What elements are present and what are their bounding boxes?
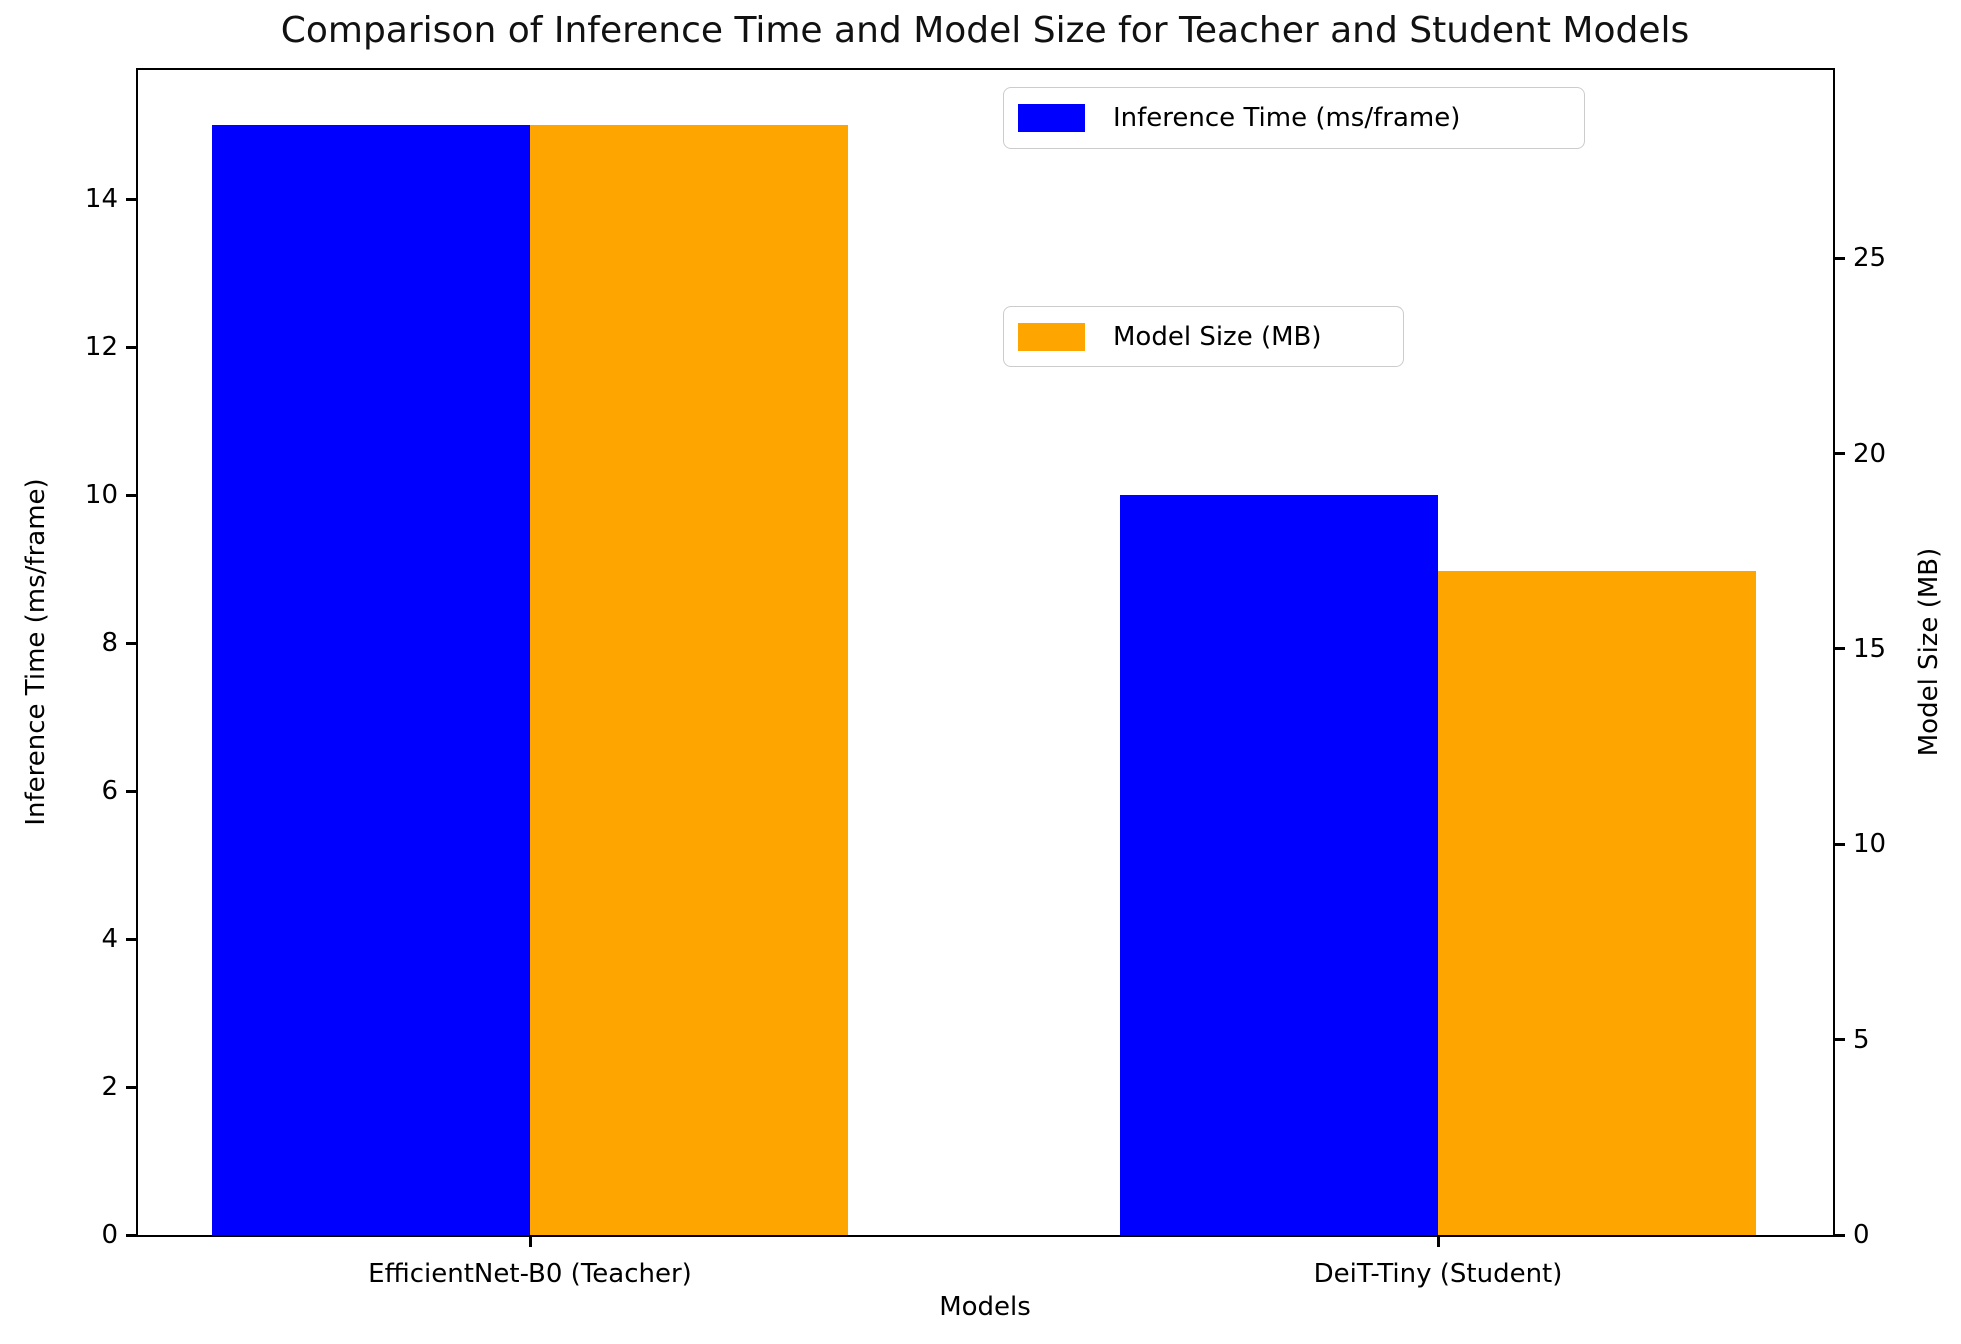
bar-inference-time-teacher xyxy=(212,125,530,1235)
left-tick-label-6: 6 xyxy=(101,776,118,807)
left-tick-8 xyxy=(126,641,136,645)
left-tick-0 xyxy=(126,1233,136,1237)
left-tick-label-12: 12 xyxy=(84,332,118,363)
right-tick-10 xyxy=(1835,842,1845,846)
right-tick-label-20: 20 xyxy=(1853,438,1887,469)
chart-title: Comparison of Inference Time and Model S… xyxy=(280,10,1690,51)
bar-model-size-student xyxy=(1438,571,1756,1235)
x-axis-label: Models xyxy=(939,1292,1031,1322)
legend-swatch-model-size xyxy=(1018,322,1085,351)
right-axis-label: Model Size (MB) xyxy=(1914,547,1944,757)
right-tick-25 xyxy=(1835,256,1845,260)
left-tick-label-4: 4 xyxy=(101,924,118,955)
x-tick-teacher xyxy=(529,1237,532,1247)
left-tick-6 xyxy=(126,789,136,793)
bar-inference-time-student xyxy=(1120,495,1438,1235)
right-tick-label-15: 15 xyxy=(1853,633,1887,664)
right-tick-5 xyxy=(1835,1038,1845,1042)
left-tick-10 xyxy=(126,493,136,497)
legend-model-size: Model Size (MB) xyxy=(1003,306,1404,367)
left-tick-label-10: 10 xyxy=(84,480,118,511)
x-tick-student xyxy=(1437,1237,1440,1247)
left-tick-label-2: 2 xyxy=(101,1072,118,1103)
left-tick-label-0: 0 xyxy=(101,1220,118,1250)
bar-model-size-teacher xyxy=(530,125,848,1235)
left-tick-12 xyxy=(126,345,136,349)
legend-swatch-inference-time xyxy=(1018,104,1085,132)
plot-area: EfficientNet-B0 (Teacher) DeiT-Tiny (Stud… xyxy=(85,68,1886,1289)
legend-label-model-size: Model Size (MB) xyxy=(1113,321,1322,352)
left-axis-label: Inference Time (ms/frame) xyxy=(21,478,51,826)
right-tick-0 xyxy=(1835,1233,1845,1237)
right-tick-20 xyxy=(1835,452,1845,456)
left-tick-14 xyxy=(126,197,136,201)
right-tick-label-10: 10 xyxy=(1853,829,1887,860)
x-tick-label-teacher: EfficientNet-B0 (Teacher) xyxy=(368,1259,692,1289)
left-tick-2 xyxy=(126,1085,136,1089)
legend-label-inference-time: Inference Time (ms/frame) xyxy=(1113,103,1461,133)
right-tick-label-0: 0 xyxy=(1853,1220,1870,1250)
right-tick-label-5: 5 xyxy=(1853,1024,1870,1055)
right-tick-label-25: 25 xyxy=(1853,243,1887,274)
left-tick-label-8: 8 xyxy=(101,628,118,659)
legend-inference-time: Inference Time (ms/frame) xyxy=(1003,87,1585,149)
right-tick-15 xyxy=(1835,647,1845,651)
x-tick-label-student: DeiT-Tiny (Student) xyxy=(1313,1259,1563,1289)
left-tick-label-14: 14 xyxy=(84,184,118,215)
left-tick-4 xyxy=(126,937,136,941)
